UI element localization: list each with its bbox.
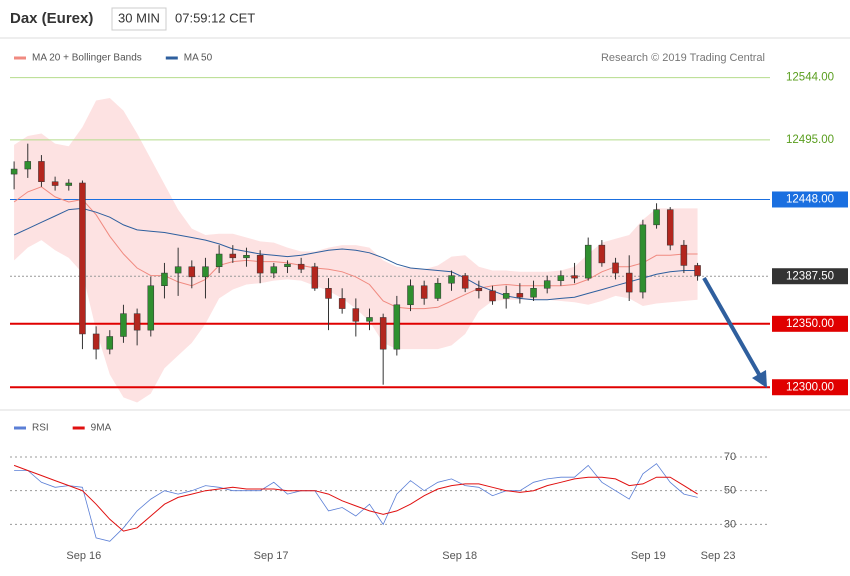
candle-body: [448, 275, 455, 284]
candle-body: [407, 285, 414, 306]
candle-body: [51, 181, 59, 186]
time: 07:59:12 CET: [175, 10, 255, 25]
candle-body: [557, 275, 565, 281]
candle-body: [516, 293, 524, 298]
candle-body: [215, 253, 223, 267]
legend-label: MA 20 + Bollinger Bands: [32, 53, 142, 64]
legend-label: RSI: [32, 423, 49, 434]
x-tick-label: Sep 23: [701, 550, 736, 562]
level-label-box: [772, 315, 848, 332]
x-tick-label: Sep 16: [66, 550, 101, 562]
forecast-arrowhead: [752, 370, 767, 388]
forecast-arrow: [702, 277, 762, 377]
candle-body: [666, 209, 674, 246]
candle-body: [434, 282, 442, 299]
candle-body: [653, 209, 660, 226]
candle-body: [612, 262, 619, 274]
candle-body: [325, 288, 332, 299]
candle-body: [10, 168, 18, 175]
y-tick-label: 30: [724, 518, 736, 530]
candle-body: [79, 182, 86, 335]
candle-body: [694, 265, 701, 276]
y-tick-label: 12300.00: [786, 381, 834, 393]
candle-body: [543, 280, 551, 289]
legend-label: 9MA: [91, 423, 112, 434]
candle-body: [489, 290, 496, 302]
indicator-line: [14, 463, 698, 542]
candle-body: [24, 161, 32, 170]
candle-body: [174, 266, 182, 274]
candle-body: [625, 272, 633, 293]
candle-body: [598, 244, 606, 264]
y-tick-label: 12544.00: [786, 72, 834, 84]
candle-body: [311, 266, 319, 289]
candle-body: [92, 333, 100, 350]
candle-body: [161, 272, 168, 286]
candle-body: [256, 255, 264, 274]
level-label-box: [772, 191, 848, 208]
candle-body: [461, 275, 469, 289]
ma-line: [13, 207, 698, 301]
candle-body: [147, 285, 155, 331]
candle-body: [284, 263, 291, 267]
candle-body: [65, 182, 73, 186]
candle-body: [133, 313, 141, 331]
candle-body: [229, 253, 237, 259]
interval-box: [111, 7, 167, 31]
candle-body: [639, 224, 647, 293]
candle-body: [379, 317, 387, 350]
candle-body: [120, 313, 127, 337]
y-tick-label: 12387.50: [786, 270, 834, 282]
candle-body: [393, 304, 401, 350]
indicator-line: [13, 464, 698, 532]
candle-body: [338, 298, 346, 309]
chart-title: Dax (Eurex): [10, 10, 93, 27]
candle-body: [571, 275, 578, 279]
level-label-box: [772, 379, 848, 396]
candle-body: [680, 244, 688, 266]
candle-body: [188, 266, 196, 278]
source: Research © 2019 Trading Central: [601, 52, 765, 64]
candle-body: [38, 161, 45, 182]
y-tick-label: 12448.00: [786, 194, 834, 206]
x-tick-label: Sep 17: [254, 550, 289, 562]
candle-body: [366, 317, 373, 322]
y-tick-label: 70: [724, 451, 736, 463]
ma-line: [13, 186, 698, 310]
candle-body: [297, 263, 305, 270]
candle-body: [270, 266, 278, 274]
candle-body: [352, 308, 360, 322]
candle-body: [243, 255, 250, 259]
candle-body: [106, 336, 114, 350]
candle-body: [420, 285, 428, 299]
interval: 30 MIN: [118, 10, 160, 25]
x-tick-label: Sep 19: [631, 550, 666, 562]
x-tick-label: Sep 18: [442, 550, 477, 562]
level-label-box: [772, 268, 848, 285]
y-tick-label: 50: [724, 485, 736, 497]
plot: 12544.00 12495.00 12448.00 12387.50 12350.00…: [10, 53, 848, 562]
candle-body: [202, 266, 209, 278]
candle-body: [584, 244, 592, 279]
legend-label: MA 50: [184, 53, 213, 64]
candle-body: [475, 288, 483, 292]
candle-body: [502, 293, 510, 299]
candle-body: [530, 288, 537, 298]
y-tick-label: 12495.00: [786, 134, 834, 146]
y-tick-label: 12350.00: [786, 318, 834, 330]
